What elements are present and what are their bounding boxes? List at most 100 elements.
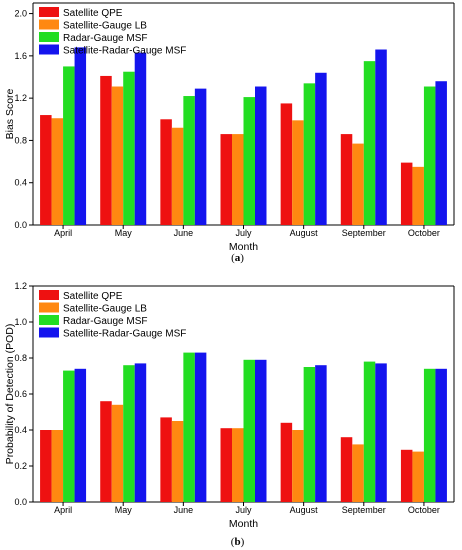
y-tick-label: 0.0 — [14, 220, 27, 230]
bar-satellite-gauge-lb-june — [171, 421, 184, 502]
bar-radar-gauge-msf-may — [123, 365, 135, 502]
x-tick-label: May — [115, 505, 133, 515]
bar-satellite-radar-gauge-msf-october — [435, 368, 447, 502]
bar-satellite-gauge-lb-october — [412, 451, 424, 502]
bar-satellite-qpe-july — [220, 134, 232, 225]
bar-radar-gauge-msf-august — [303, 367, 316, 502]
x-tick-label: August — [290, 228, 319, 238]
bar-satellite-radar-gauge-msf-august — [315, 365, 327, 502]
y-axis-title: Bias Score — [4, 88, 16, 139]
legend-swatch — [39, 19, 59, 30]
x-axis-title: Month — [229, 518, 258, 530]
bar-satellite-radar-gauge-msf-july — [255, 359, 267, 502]
y-tick-label: 1.6 — [14, 51, 27, 61]
legend-swatch — [39, 327, 59, 338]
bar-satellite-gauge-lb-august — [292, 120, 304, 225]
y-tick-label: 0.2 — [14, 461, 27, 471]
bar-satellite-radar-gauge-msf-june — [194, 352, 207, 502]
bar-satellite-qpe-august — [280, 103, 293, 225]
bar-radar-gauge-msf-september — [363, 61, 376, 226]
bar-satellite-qpe-june — [160, 119, 172, 225]
bar-satellite-radar-gauge-msf-september — [375, 363, 387, 502]
bar-satellite-gauge-lb-may — [111, 86, 124, 225]
bar-satellite-gauge-lb-october — [412, 166, 424, 225]
bar-satellite-gauge-lb-june — [171, 127, 184, 225]
legend-swatch — [39, 290, 59, 300]
bar-satellite-qpe-september — [340, 134, 353, 225]
panel-caption: (b) — [231, 536, 245, 548]
bar-radar-gauge-msf-october — [423, 368, 436, 502]
bar-satellite-gauge-lb-august — [292, 430, 304, 502]
bar-radar-gauge-msf-july — [243, 359, 255, 502]
legend-swatch — [39, 7, 59, 17]
chart-panel-b: 0.0 0.2 0.4 0.6 0.8 1.0 1.2 Probability of Dete… — [4, 281, 455, 548]
bar-satellite-qpe-august — [280, 422, 293, 502]
legend-label: Satellite-Gauge LB — [63, 21, 147, 32]
legend-label: Radar-Gauge MSF — [63, 33, 147, 44]
bar-radar-gauge-msf-may — [123, 71, 135, 225]
legend-label: Satellite-Gauge LB — [63, 304, 147, 315]
panel-caption-letter: b — [234, 536, 240, 548]
bar-satellite-qpe-september — [340, 437, 353, 502]
bar-satellite-radar-gauge-msf-april — [74, 47, 87, 226]
bar-satellite-gauge-lb-september — [352, 143, 364, 225]
bar-satellite-radar-gauge-msf-april — [74, 368, 87, 502]
bar-satellite-radar-gauge-msf-august — [315, 72, 327, 226]
bar-satellite-qpe-april — [40, 115, 52, 225]
bar-satellite-gauge-lb-april — [51, 430, 64, 502]
bar-satellite-qpe-october — [400, 449, 413, 502]
bar-satellite-gauge-lb-september — [352, 444, 364, 502]
legend-label: Satellite-Radar-Gauge MSF — [63, 46, 186, 57]
bar-satellite-gauge-lb-july — [232, 428, 244, 502]
x-tick-label: May — [115, 228, 133, 238]
bar-radar-gauge-msf-october — [423, 86, 436, 225]
legend: Satellite QPE Satellite-Gauge LBRadar-Gau… — [39, 290, 186, 340]
x-tick-label: June — [174, 505, 194, 515]
legend-label: Radar-Gauge MSF — [63, 316, 147, 327]
bar-satellite-gauge-lb-may — [111, 404, 124, 502]
legend-label: Satellite-Radar-Gauge MSF — [63, 329, 186, 340]
x-tick-label: July — [235, 505, 252, 515]
y-tick-label: 1.0 — [14, 317, 27, 327]
y-tick-label: 1.2 — [14, 281, 27, 291]
legend: Satellite QPE Satellite-Gauge LBRadar-Gau… — [39, 7, 186, 57]
bar-radar-gauge-msf-july — [243, 97, 255, 225]
x-tick-label: July — [235, 228, 252, 238]
y-axis-title: Probability of Detection (POD) — [4, 324, 16, 465]
bar-satellite-radar-gauge-msf-may — [134, 363, 147, 502]
y-tick-label: 2.0 — [14, 9, 27, 19]
bar-satellite-qpe-april — [40, 430, 52, 502]
bar-satellite-qpe-october — [400, 162, 413, 225]
legend-swatch — [39, 315, 59, 325]
bar-satellite-qpe-june — [160, 417, 172, 502]
x-tick-label: October — [408, 228, 440, 238]
bar-satellite-qpe-may — [100, 75, 112, 225]
y-tick-label: 1.2 — [14, 93, 27, 103]
x-tick-label: September — [342, 505, 386, 515]
legend-swatch — [39, 32, 59, 42]
x-tick-label: October — [408, 505, 440, 515]
bar-satellite-radar-gauge-msf-october — [435, 81, 447, 225]
legend-swatch — [39, 302, 59, 313]
chart-panel-a: 0.0 0.4 0.8 1.2 1.6 2.0 Bias Score April May June… — [4, 2, 455, 264]
bar-satellite-qpe-may — [100, 401, 112, 502]
y-tick-label: 0.6 — [14, 389, 27, 399]
x-tick-label: August — [290, 505, 319, 515]
bar-radar-gauge-msf-september — [363, 361, 376, 502]
bar-radar-gauge-msf-june — [183, 96, 195, 226]
x-axis-title: Month — [229, 241, 258, 253]
x-tick-label: April — [54, 505, 72, 515]
bar-radar-gauge-msf-april — [63, 370, 75, 502]
x-tick-label: September — [342, 228, 386, 238]
panel-caption-letter: a — [235, 252, 241, 264]
legend-label: Satellite QPE — [63, 8, 123, 19]
bar-satellite-qpe-july — [220, 428, 232, 502]
panel-caption: (a) — [231, 252, 244, 264]
y-tick-label: 0.0 — [14, 497, 27, 507]
legend-label: Satellite QPE — [63, 291, 123, 302]
bar-satellite-radar-gauge-msf-june — [194, 88, 207, 225]
bar-radar-gauge-msf-april — [63, 66, 75, 225]
y-tick-label: 0.4 — [14, 178, 27, 188]
y-tick-label: 0.4 — [14, 425, 27, 435]
